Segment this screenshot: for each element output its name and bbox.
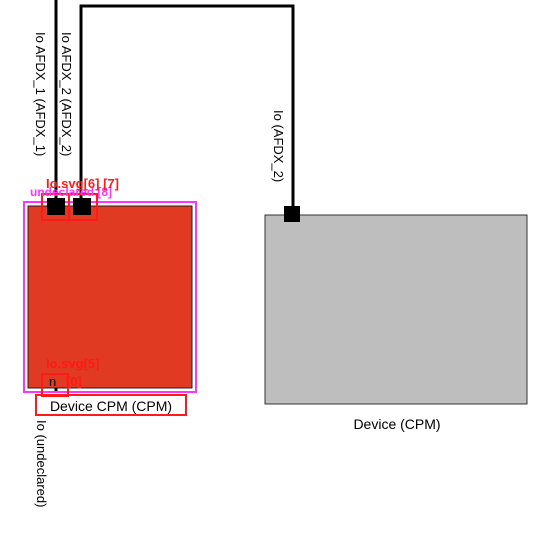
device-right-box[interactable] — [264, 214, 528, 405]
label-afdx-2: Io AFDX_2 (AFDX_2) — [59, 32, 74, 156]
annotation-top-red: Io.svg[6] [7] — [46, 176, 119, 191]
label-right-link: Io (AFDX_2) — [271, 110, 286, 182]
port-left-1[interactable] — [47, 198, 65, 215]
port-right[interactable] — [284, 206, 300, 222]
annotation-magenta: undeclared [8] — [30, 185, 112, 199]
port-left-2[interactable] — [73, 198, 91, 215]
device-left-box[interactable] — [27, 205, 193, 389]
port-bottom-tag: [0] — [66, 374, 82, 389]
annotation-bottom-red: Io.svg[5] — [46, 356, 99, 371]
label-undeclared: Io (undeclared) — [34, 420, 49, 507]
label-afdx-1: Io AFDX_1 (AFDX_1) — [33, 32, 48, 156]
device-left-selection — [23, 201, 197, 393]
wire-afdx-2 — [79, 4, 295, 210]
port-bottom-text: n — [49, 374, 56, 389]
port-2-highlight — [68, 193, 98, 221]
device-left-label: Device CPM (CPM) — [50, 398, 172, 414]
device-left-label-highlight — [35, 394, 187, 416]
device-right-label: Device (CPM) — [353, 416, 440, 432]
